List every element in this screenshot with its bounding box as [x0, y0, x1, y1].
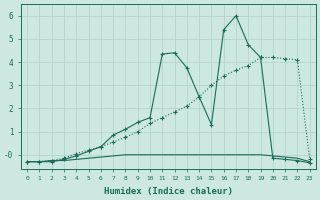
X-axis label: Humidex (Indice chaleur): Humidex (Indice chaleur): [104, 187, 233, 196]
